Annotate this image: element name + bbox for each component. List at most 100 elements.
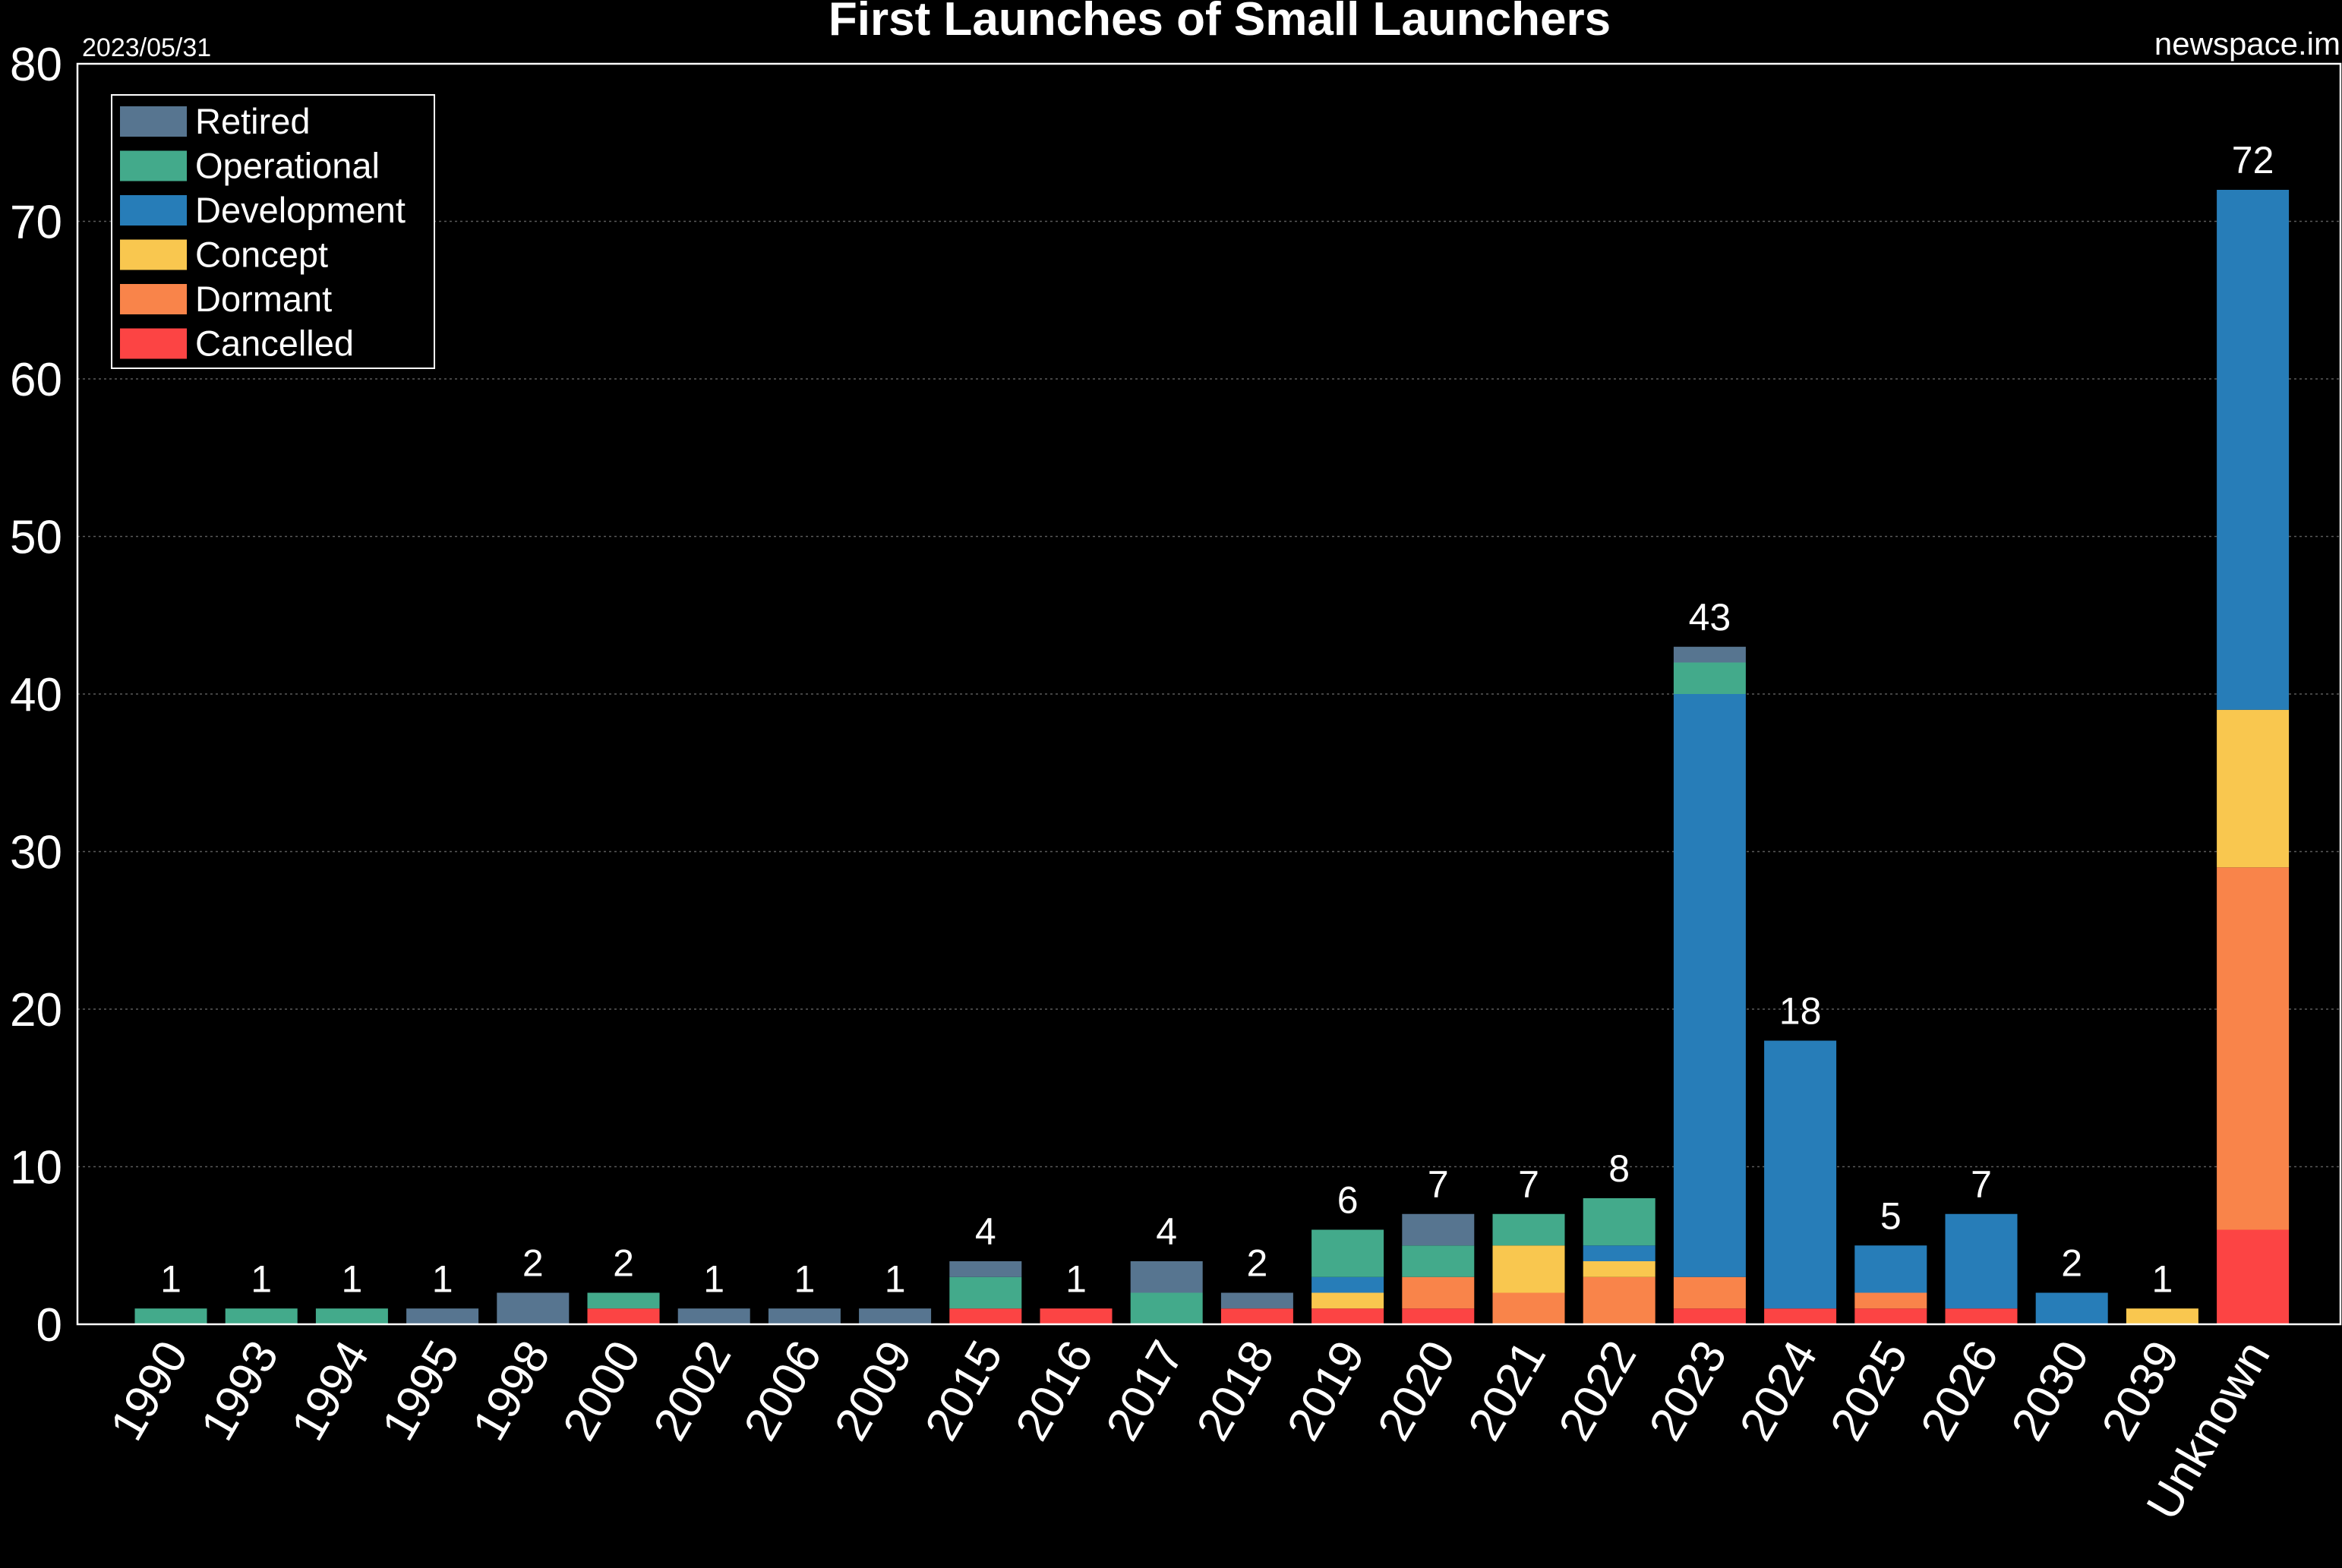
y-tick-label: 80 xyxy=(10,39,62,91)
bar-segment-cancelled xyxy=(1945,1308,2018,1324)
bar-segment-operational xyxy=(1492,1213,1565,1246)
bar-segment-dormant xyxy=(1492,1292,1565,1324)
bar-total-label: 1 xyxy=(2151,1257,2173,1300)
chart-title: First Launches of Small Launchers xyxy=(829,0,1611,46)
bar-total-label: 1 xyxy=(703,1257,724,1300)
bar-total-label: 1 xyxy=(341,1257,362,1300)
bar-segment-cancelled xyxy=(1040,1308,1113,1324)
bar-segment-operational xyxy=(1130,1292,1203,1324)
bar-segment-operational xyxy=(225,1308,298,1324)
bar-segment-cancelled xyxy=(1673,1308,1746,1324)
bar-total-label: 7 xyxy=(1971,1163,1992,1206)
legend-label-operational: Operational xyxy=(195,146,380,186)
y-tick-label: 70 xyxy=(10,197,62,249)
bar-segment-development xyxy=(1583,1245,1655,1261)
y-axis-ticks: 0 10 20 30 40 50 60 70 80 xyxy=(10,39,62,1352)
bar-segment-operational xyxy=(1402,1245,1475,1277)
bar-segment-cancelled xyxy=(1311,1308,1384,1324)
legend-swatch-concept xyxy=(120,239,187,270)
legend-swatch-operational xyxy=(120,150,187,181)
bar-segment-cancelled xyxy=(2217,1229,2290,1324)
bar-segment-dormant xyxy=(1854,1292,1927,1309)
bar-segment-development xyxy=(1764,1040,1837,1309)
bar-segment-operational xyxy=(1311,1229,1384,1277)
bar-total-label: 7 xyxy=(1428,1163,1449,1206)
legend-label-retired: Retired xyxy=(195,101,311,141)
bar-segment-operational xyxy=(1673,662,1746,694)
bar-segment-retired xyxy=(677,1308,750,1324)
bar-total-label: 72 xyxy=(2232,139,2274,181)
bar-total-label: 6 xyxy=(1337,1179,1359,1222)
bar-segment-concept xyxy=(1583,1261,1655,1277)
source-label: newspace.im xyxy=(2154,26,2340,62)
bar-segment-cancelled xyxy=(587,1308,660,1324)
bar-total-label: 1 xyxy=(885,1257,906,1300)
bar-total-label: 4 xyxy=(975,1210,996,1253)
y-tick-label: 40 xyxy=(10,669,62,721)
bar-segment-cancelled xyxy=(1854,1308,1927,1324)
legend-label-cancelled: Cancelled xyxy=(195,323,354,364)
bar-segment-retired xyxy=(1220,1292,1293,1309)
legend-label-dormant: Dormant xyxy=(195,279,332,319)
bar-segment-retired xyxy=(1130,1261,1203,1293)
bar-total-label: 1 xyxy=(1065,1257,1087,1300)
y-tick-label: 0 xyxy=(36,1299,62,1352)
bar-segment-development xyxy=(2217,190,2290,710)
bar-total-label: 2 xyxy=(613,1242,634,1285)
bar-segment-retired xyxy=(1673,646,1746,663)
y-tick-label: 30 xyxy=(10,827,62,879)
bars xyxy=(134,190,2290,1324)
bar-total-label: 18 xyxy=(1779,990,1822,1033)
bar-segment-retired xyxy=(1402,1213,1475,1246)
bar-total-label: 1 xyxy=(432,1257,453,1300)
date-label: 2023/05/31 xyxy=(82,33,211,62)
legend-swatch-development xyxy=(120,195,187,226)
bar-segment-operational xyxy=(134,1308,207,1324)
y-tick-label: 60 xyxy=(10,354,62,406)
legend-label-concept: Concept xyxy=(195,235,328,275)
bar-segment-development xyxy=(1945,1213,2018,1309)
bar-total-label: 1 xyxy=(160,1257,181,1300)
bar-segment-operational xyxy=(1583,1198,1655,1246)
bar-segment-concept xyxy=(1492,1245,1565,1293)
bar-total-label: 43 xyxy=(1689,596,1731,639)
bar-segment-retired xyxy=(859,1308,932,1324)
bar-segment-retired xyxy=(949,1261,1022,1277)
y-tick-label: 20 xyxy=(10,984,62,1036)
bar-segment-cancelled xyxy=(1220,1308,1293,1324)
bar-segment-cancelled xyxy=(1764,1308,1837,1324)
bar-segment-development xyxy=(2035,1292,2108,1324)
legend-swatch-dormant xyxy=(120,284,187,314)
bar-segment-dormant xyxy=(2217,867,2290,1230)
legend-swatch-cancelled xyxy=(120,328,187,359)
bar-segment-development xyxy=(1673,694,1746,1277)
bar-segment-concept xyxy=(2126,1308,2198,1324)
bar-total-label: 7 xyxy=(1518,1163,1539,1206)
bar-total-label: 4 xyxy=(1156,1210,1177,1253)
legend-label-development: Development xyxy=(195,190,406,230)
bar-total-label: 2 xyxy=(522,1242,544,1285)
bar-segment-operational xyxy=(315,1308,388,1324)
bar-segment-development xyxy=(1311,1276,1384,1293)
bar-total-label: 5 xyxy=(1880,1194,1902,1237)
bar-total-label: 1 xyxy=(794,1257,815,1300)
plot-frame xyxy=(76,62,2342,1326)
bar-segment-cancelled xyxy=(949,1308,1022,1324)
bar-segment-concept xyxy=(1311,1292,1384,1309)
y-tick-label: 50 xyxy=(10,512,62,564)
bar-segment-retired xyxy=(406,1308,479,1324)
bar-total-label: 2 xyxy=(1246,1242,1267,1285)
bar-segment-operational xyxy=(949,1276,1022,1309)
bar-segment-dormant xyxy=(1673,1276,1746,1309)
bar-segment-concept xyxy=(2217,709,2290,868)
bar-total-label: 8 xyxy=(1608,1147,1630,1190)
bar-segment-development xyxy=(1854,1245,1927,1293)
bar-segment-dormant xyxy=(1402,1276,1475,1309)
y-tick-label: 10 xyxy=(10,1142,62,1194)
bar-segment-retired xyxy=(768,1308,841,1324)
bar-segment-operational xyxy=(587,1292,660,1309)
bar-segment-dormant xyxy=(1583,1276,1655,1324)
